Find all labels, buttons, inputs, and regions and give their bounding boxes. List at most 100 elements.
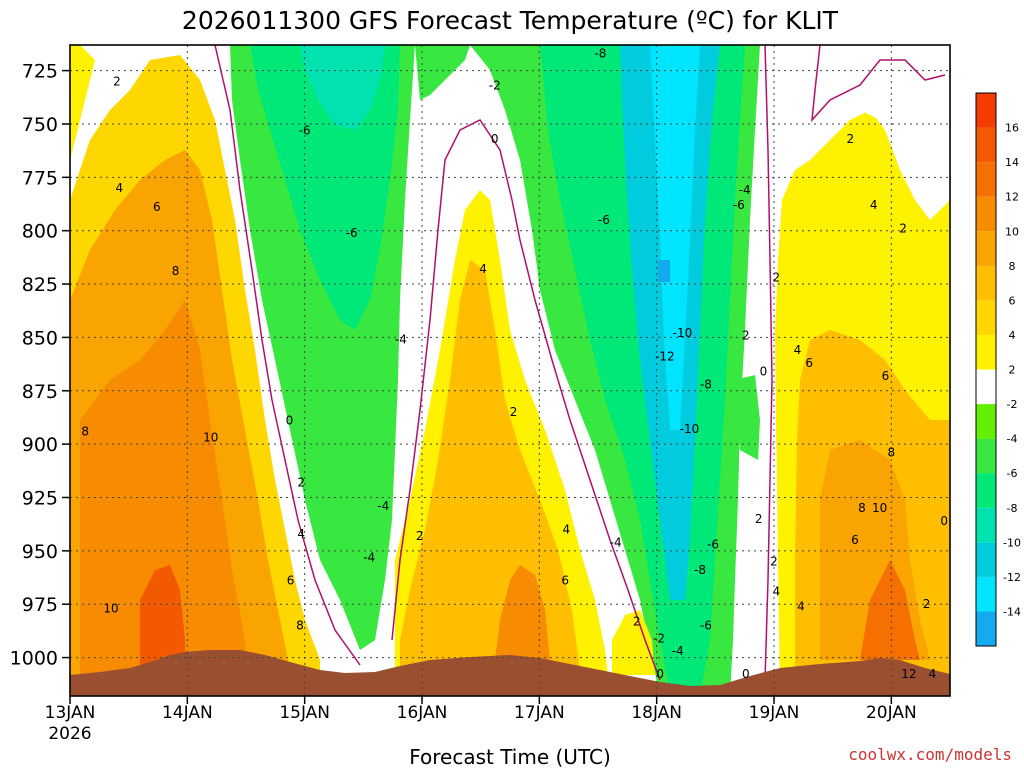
contour-label: 4 (297, 527, 305, 541)
colorbar-swatch (976, 265, 996, 301)
colorbar-swatch (976, 369, 996, 405)
cold-tongue-3 (735, 375, 760, 460)
contour-label: -4 (610, 535, 622, 549)
zero-contour-a (214, 45, 361, 666)
colorbar-swatch (976, 438, 996, 474)
y-tick-label: 825 (22, 274, 58, 296)
contour-label: 4 (870, 198, 878, 212)
contour-label: -4 (363, 550, 375, 564)
contour-label: 10 (203, 431, 218, 445)
contour-label: -8 (694, 563, 706, 577)
colorbar-label: 8 (1009, 260, 1016, 273)
cold-tongue-2 (415, 45, 470, 100)
contour-label: -2 (489, 79, 501, 93)
contour-label: -6 (700, 619, 712, 633)
colorbar-swatch (976, 162, 996, 197)
warm-region-3-hot (860, 560, 920, 660)
contour-label: 2 (633, 614, 641, 628)
x-axis-label: Forecast Time (UTC) (409, 745, 611, 768)
contour-label: 2 (297, 476, 305, 490)
colorbar-label: 4 (1009, 329, 1016, 342)
x-tick-label: 13JAN (45, 703, 96, 723)
contour-label: 0 (286, 414, 294, 428)
colorbar-swatch (976, 231, 996, 266)
contour-label: 8 (81, 424, 89, 438)
contour-label: 2 (770, 555, 778, 569)
y-tick-label: 850 (22, 327, 58, 349)
contour-label: 6 (851, 533, 859, 547)
colorbar-label: -10 (1003, 536, 1021, 549)
colorbar-frame (975, 92, 997, 647)
contour-label: 4 (115, 181, 123, 195)
colorbar-swatch (976, 300, 996, 335)
contour-label: -6 (707, 537, 719, 551)
colorbar-label: -8 (1007, 502, 1018, 515)
x-axis-year: 2026 (48, 724, 91, 744)
contour-label: 6 (882, 369, 890, 383)
contour-label: 2 (755, 512, 763, 526)
x-tick-label: 19JAN (749, 703, 800, 723)
contour-label: 8 (888, 446, 896, 460)
contour-label: -6 (733, 198, 745, 212)
colorbar-swatch (976, 196, 996, 232)
yellow-edge-1 (70, 45, 95, 160)
colorbar-label: -6 (1007, 467, 1018, 480)
contour-label: 10 (103, 601, 118, 615)
contour-label: 6 (287, 574, 295, 588)
x-axis: 13JAN 14JAN 15JAN 16JAN 17JAN 18JAN 19JAN 20JAN (45, 696, 917, 723)
contour-label: 0 (760, 365, 768, 379)
contour-label: 2 (773, 271, 781, 285)
contour-label: 6 (561, 574, 569, 588)
x-tick-label: 18JAN (631, 703, 682, 723)
contour-label: 2 (923, 597, 931, 611)
y-tick-label: 800 (22, 221, 58, 243)
y-tick-label: 725 (22, 61, 58, 83)
colorbar-label: 6 (1009, 294, 1016, 307)
contour-label: 0 (940, 514, 948, 528)
contour-label: 4 (773, 584, 781, 598)
contour-label: -8 (594, 47, 606, 61)
freezing-gap-2 (435, 70, 530, 260)
contour-label: 4 (929, 667, 937, 681)
contour-label: 0 (656, 667, 664, 681)
y-tick-label: 1000 (10, 648, 58, 670)
contour-label: 12 (901, 667, 916, 681)
zero-contour-c (764, 45, 773, 681)
contour-label: 6 (805, 356, 813, 370)
contour-label: -10 (680, 422, 700, 436)
x-tick-label: 17JAN (514, 703, 565, 723)
warm-region-1-core (80, 300, 250, 696)
y-tick-label: 925 (22, 487, 58, 509)
colorbar-swatch (976, 611, 996, 646)
contour-label: -10 (673, 326, 693, 340)
y-tick-label: 875 (22, 381, 58, 403)
contour-label: 8 (172, 264, 180, 278)
x-tick-label: 16JAN (397, 703, 448, 723)
colorbar-swatch (976, 507, 996, 543)
contour-label: -4 (739, 183, 751, 197)
warm-region-1-hot (140, 565, 185, 680)
grid-lines (70, 45, 950, 696)
watermark: coolwx.com/models (848, 745, 1012, 764)
contour-label: -6 (598, 213, 610, 227)
cold-region-2-pocket (658, 260, 670, 282)
contour-label: 0 (742, 667, 750, 681)
contour-label: 2 (899, 222, 907, 236)
x-tick-label: 15JAN (279, 703, 330, 723)
yellow-lobe-2 (612, 610, 655, 675)
y-tick-label: 900 (22, 434, 58, 456)
contour-label: -6 (299, 123, 311, 137)
y-tick-label: 975 (22, 594, 58, 616)
contour-label: 2 (416, 529, 424, 543)
contour-label: -4 (672, 644, 684, 658)
contour-label: 6 (153, 200, 161, 214)
contour-label: -4 (377, 499, 389, 513)
chart-title: 2026011300 GFS Forecast Temperature (ºC)… (182, 6, 839, 35)
colorbar-label: -12 (1003, 571, 1021, 584)
colorbar-label: 2 (1009, 364, 1016, 377)
contour-label: 4 (479, 262, 487, 276)
colorbar-swatch (976, 404, 996, 439)
contour-label: -12 (655, 350, 675, 364)
colorbar-swatch (976, 93, 996, 128)
